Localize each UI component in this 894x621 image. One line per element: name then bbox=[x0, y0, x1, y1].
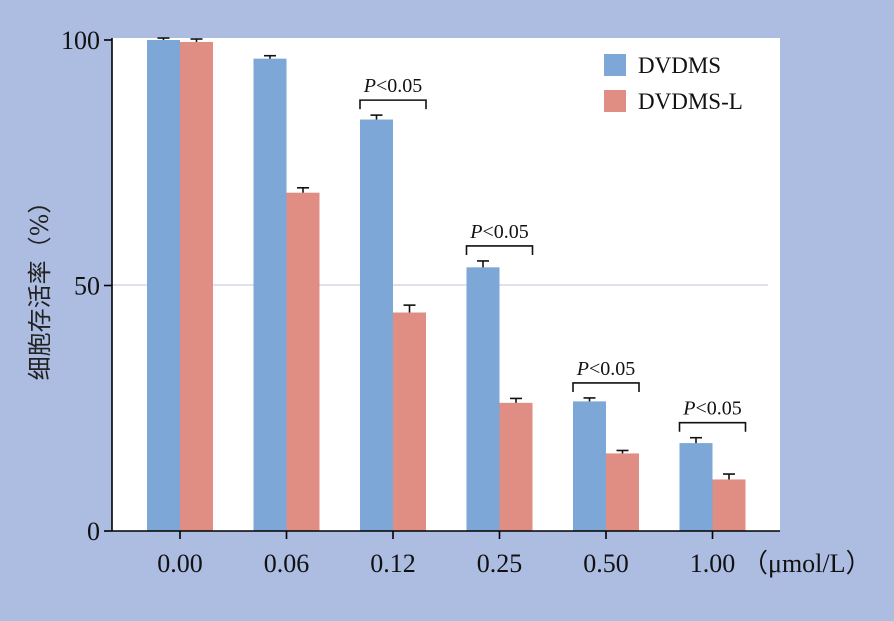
x-tick-label: 0.12 bbox=[370, 549, 416, 578]
significance-label: P<0.05 bbox=[576, 358, 636, 380]
significance-label: P<0.05 bbox=[363, 75, 423, 97]
bar-dvdms-0.00 bbox=[147, 40, 180, 531]
significance-bracket bbox=[572, 382, 640, 392]
bar-dvdms-l-0.00 bbox=[180, 41, 213, 532]
significance-bracket bbox=[359, 99, 427, 110]
bar-dvdms-l-0.25 bbox=[499, 402, 533, 531]
x-tick-label: 0.00 bbox=[157, 549, 203, 578]
legend: DVDMS DVDMS-L bbox=[604, 53, 743, 114]
y-tick-label: 50 bbox=[74, 272, 100, 301]
significance-label: P<0.05 bbox=[469, 221, 529, 243]
x-axis-unit: （μmol/L） bbox=[742, 549, 872, 578]
bar-dvdms-l-0.12 bbox=[393, 312, 426, 531]
legend-label-dvdms-l: DVDMS-L bbox=[638, 89, 743, 114]
y-tick-label: 0 bbox=[87, 517, 100, 546]
y-tick-label: 100 bbox=[61, 26, 100, 55]
bar-dvdms-0.06 bbox=[253, 58, 287, 532]
legend-label-dvdms: DVDMS bbox=[638, 53, 721, 78]
bar-dvdms-0.50 bbox=[573, 401, 606, 531]
legend-swatch-dvdms-l bbox=[604, 90, 626, 112]
bar-dvdms-l-1.00 bbox=[712, 479, 746, 531]
bar-dvdms-0.12 bbox=[360, 119, 393, 532]
significance-bracket bbox=[465, 245, 534, 255]
x-tick-label: 0.50 bbox=[583, 549, 629, 578]
significance-label: P<0.05 bbox=[682, 398, 742, 420]
bar-dvdms-1.00 bbox=[679, 443, 713, 531]
legend-swatch-dvdms bbox=[604, 54, 626, 76]
bar-dvdms-l-0.50 bbox=[606, 453, 639, 531]
y-axis-label: 细胞存活率（%） bbox=[26, 190, 54, 381]
bar-dvdms-0.25 bbox=[466, 267, 500, 531]
x-tick-label: 1.00 bbox=[690, 549, 736, 578]
x-tick-label: 0.25 bbox=[477, 549, 523, 578]
bar-dvdms-l-0.06 bbox=[286, 192, 320, 532]
significance-bracket bbox=[678, 421, 747, 432]
x-tick-label: 0.06 bbox=[264, 549, 310, 578]
